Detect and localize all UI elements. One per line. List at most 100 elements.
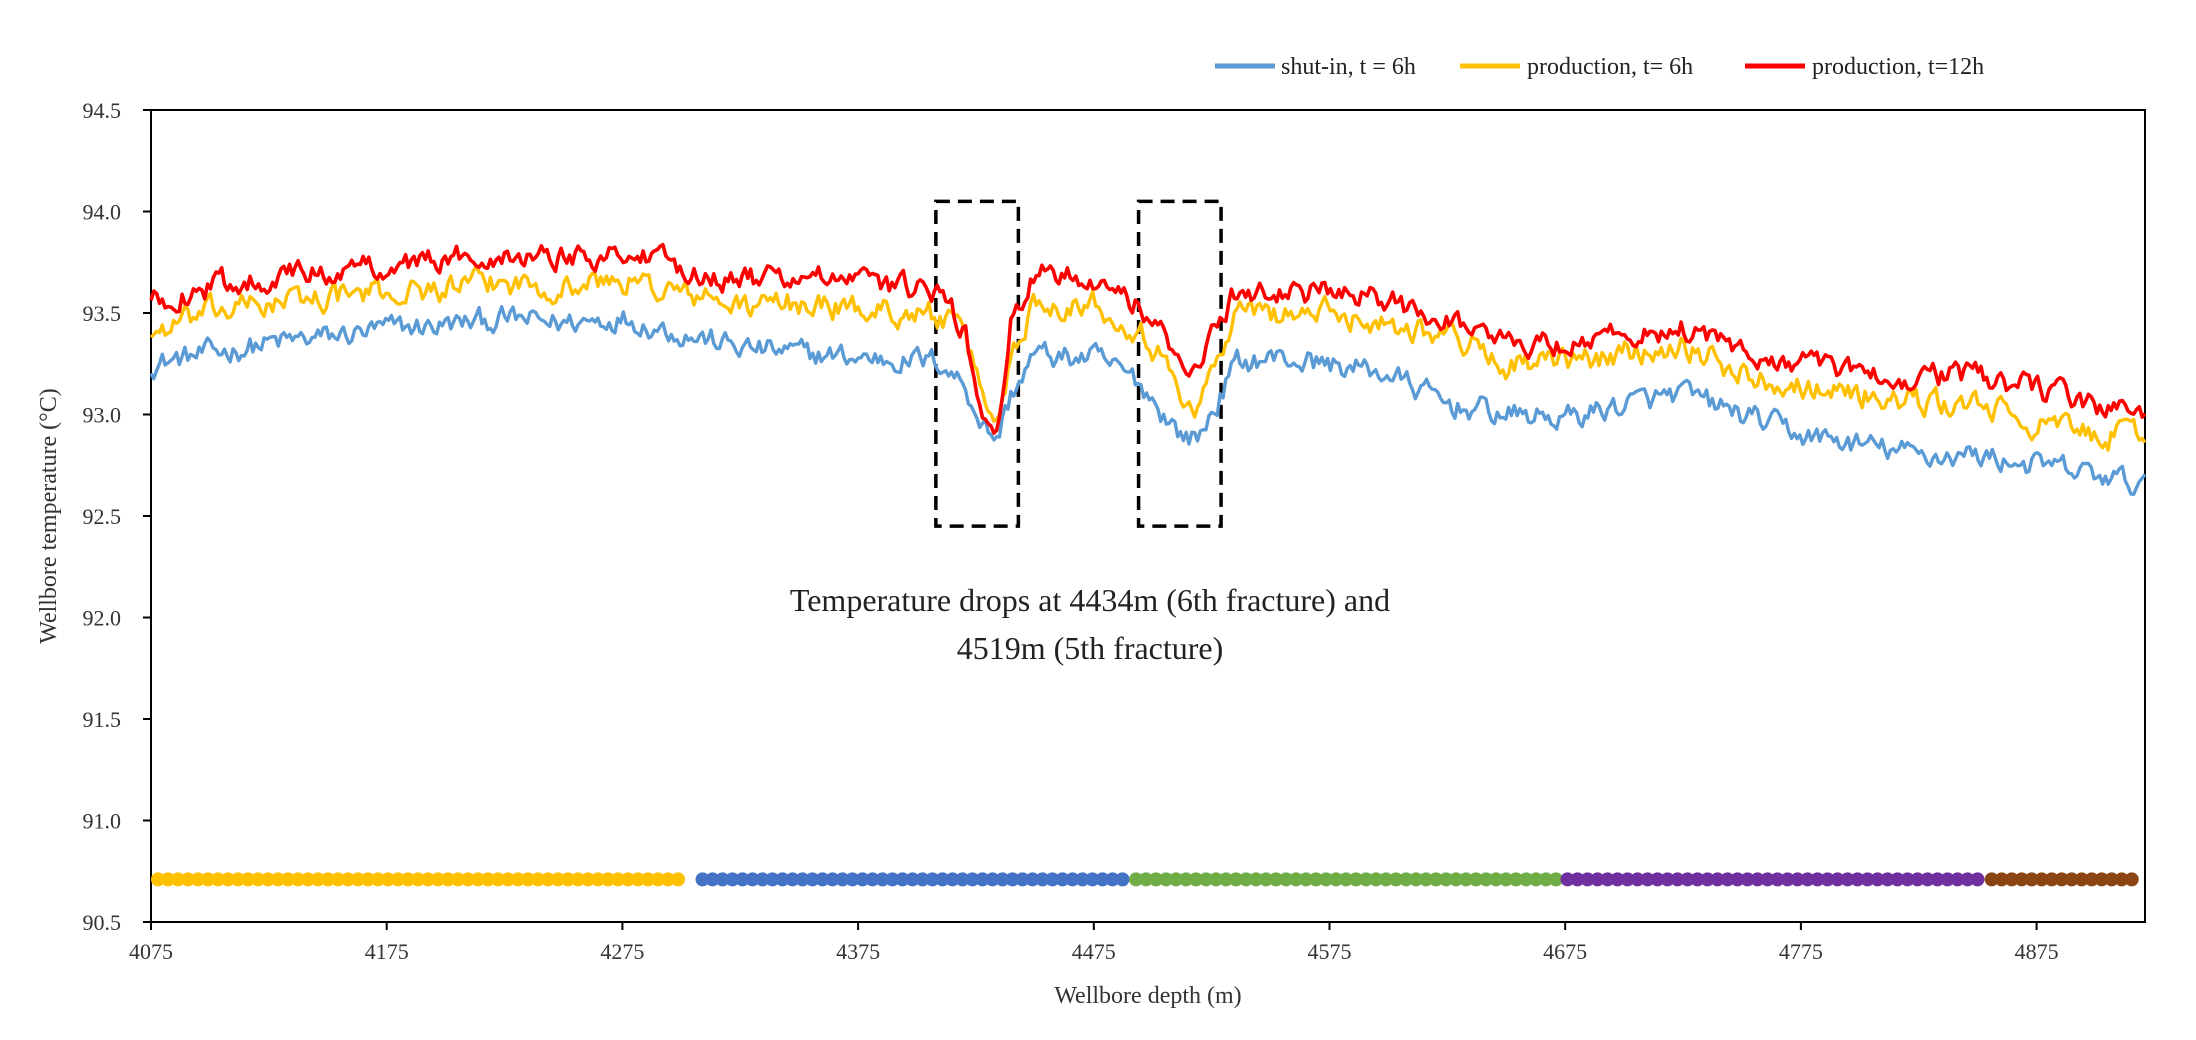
zone-marker-dot	[441, 872, 455, 887]
legend-label-production-12h: production, t=12h	[1812, 54, 1984, 80]
zone-marker-dot	[1389, 872, 1404, 887]
zone-marker-dot	[1570, 872, 1585, 887]
zone-marker-dot	[601, 872, 615, 887]
zone-marker-dot	[411, 872, 425, 887]
zone-marker-dot	[1329, 872, 1344, 887]
annotation-line-1: Temperature drops at 4434m (6th fracture…	[790, 582, 1390, 618]
zone-marker-dot	[611, 872, 625, 887]
zone-marker-dot	[795, 872, 810, 887]
zone-marker-dot	[1920, 872, 1935, 887]
zone-marker-dot	[1600, 872, 1615, 887]
y-tick-label: 92.0	[83, 606, 122, 631]
zone-marker-dot	[1005, 872, 1020, 887]
zone-marker-dot	[995, 872, 1010, 887]
zone-marker-dot	[875, 872, 890, 887]
zone-marker-dot	[1379, 872, 1394, 887]
annotation-line-2: 4519m (5th fracture)	[957, 630, 1224, 666]
zone-marker-dot	[735, 872, 750, 887]
zone-marker-dot	[1189, 872, 1204, 887]
zone-marker-dot	[1984, 872, 1999, 887]
zone-marker-dot	[1850, 872, 1865, 887]
x-tick-label: 4175	[365, 939, 409, 964]
y-tick-label: 91.5	[83, 707, 122, 732]
zone-marker-dot	[1025, 872, 1040, 887]
zone-marker-dot	[1095, 872, 1110, 887]
zone-marker-dot	[1169, 872, 1184, 887]
zone-marker-dot	[1469, 872, 1484, 887]
zone-marker-dot	[1249, 872, 1264, 887]
zone-marker-dot	[191, 872, 205, 887]
zone-marker-dot	[1289, 872, 1304, 887]
zone-marker-dot	[321, 872, 335, 887]
y-tick-label: 90.5	[83, 910, 122, 935]
zone-marker-dot	[1449, 872, 1464, 887]
zone-marker-dot	[1670, 872, 1685, 887]
zone-marker-dot	[531, 872, 545, 887]
y-tick-label: 91.0	[83, 809, 122, 834]
zone-marker-dot	[2034, 872, 2049, 887]
zone-marker-dot	[835, 872, 850, 887]
zone-marker-dot	[1085, 872, 1100, 887]
zone-marker-dot	[1539, 872, 1554, 887]
zone-marker-dot	[1770, 872, 1785, 887]
zone-marker-dot	[725, 872, 740, 887]
zone-marker-dot	[271, 872, 285, 887]
zone-marker-dot	[2084, 872, 2099, 887]
zone-marker-dot	[391, 872, 405, 887]
fracture-highlight-box	[934, 199, 1021, 528]
y-tick-label: 94.0	[83, 200, 122, 225]
zone-marker-dot	[1279, 872, 1294, 887]
y-tick-label: 93.5	[83, 301, 122, 326]
zone-marker-dot	[1840, 872, 1855, 887]
zone-marker-dot	[331, 872, 345, 887]
zone-marker-dot	[451, 872, 465, 887]
zone-marker-dot	[1179, 872, 1194, 887]
zone-marker-dot	[1199, 872, 1214, 887]
zone-markers	[151, 872, 2139, 887]
zone-marker-dot	[1940, 872, 1955, 887]
zone-marker-dot	[2114, 872, 2129, 887]
zone-marker-dot	[641, 872, 655, 887]
zone-marker-dot	[805, 872, 820, 887]
y-tick-label: 93.0	[83, 403, 122, 428]
zone-marker-dot	[461, 872, 475, 887]
zone-marker-dot	[705, 872, 720, 887]
zone-marker-dot	[1259, 872, 1274, 887]
zone-marker-dot	[581, 872, 595, 887]
zone-marker-dot	[311, 872, 325, 887]
zone-marker-dot	[211, 872, 225, 887]
zone-marker-dot	[1519, 872, 1534, 887]
y-tick-label: 94.5	[83, 98, 122, 123]
zone-marker-dot	[261, 872, 275, 887]
zone-marker-dot	[481, 872, 495, 887]
zone-marker-dot	[1960, 872, 1975, 887]
zone-marker-dot	[1035, 872, 1050, 887]
zone-marker-dot	[2044, 872, 2059, 887]
zone-marker-dot	[1015, 872, 1030, 887]
zone-marker-dot	[1239, 872, 1254, 887]
zone-marker-dot	[815, 872, 830, 887]
zone-marker-dot	[1055, 872, 1070, 887]
zone-marker-dot	[1319, 872, 1334, 887]
zone-marker-dot	[151, 872, 165, 887]
zone-marker-dot	[1810, 872, 1825, 887]
zone-marker-dot	[1890, 872, 1905, 887]
zone-marker-dot	[361, 872, 375, 887]
zone-marker-dot	[2104, 872, 2119, 887]
zone-marker-dot	[2074, 872, 2089, 887]
plot-area	[150, 109, 2146, 923]
zone-marker-dot	[1740, 872, 1755, 887]
x-tick-label: 4375	[836, 939, 880, 964]
zone-marker-dot	[471, 872, 485, 887]
zone-marker-dot	[1369, 872, 1384, 887]
zone-marker-dot	[651, 872, 665, 887]
series-line-2	[149, 242, 2147, 435]
x-tick-label: 4875	[2015, 939, 2059, 964]
zone-marker-dot	[1660, 872, 1675, 887]
zone-marker-dot	[2094, 872, 2109, 887]
zone-marker-dot	[1509, 872, 1524, 887]
zone-marker-dot	[955, 872, 970, 887]
zone-marker-dot	[1529, 872, 1544, 887]
zone-marker-dot	[661, 872, 675, 887]
